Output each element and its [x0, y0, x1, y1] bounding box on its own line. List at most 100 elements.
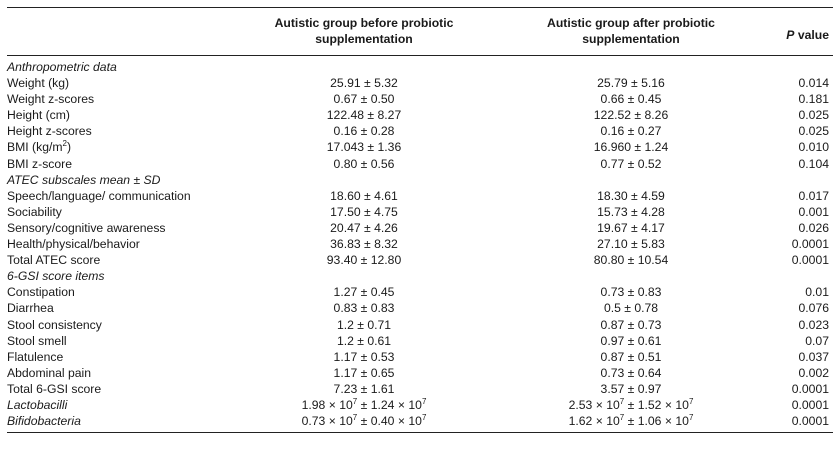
table-row: Height z-scores 0.16 ± 0.28 0.16 ± 0.27 … — [7, 123, 833, 139]
row-label: Sociability — [7, 204, 62, 219]
row-label: Diarrhea — [7, 301, 54, 316]
after-value: 18.30 ± 4.59 — [597, 188, 665, 203]
p-value: 0.017 — [798, 188, 830, 203]
p-value: 0.0001 — [791, 381, 829, 396]
row-label-bmi: BMI (kg/m2) — [7, 139, 231, 155]
table-row: Lactobacilli 1.98 × 107 ± 1.24 × 107 2.5… — [7, 397, 833, 413]
times-symbol: × — [397, 397, 405, 412]
p-value: 0.001 — [798, 204, 830, 219]
after-value: 0.97 ± 0.61 — [600, 333, 662, 348]
header-before: Autistic group before probiotic suppleme… — [231, 8, 497, 56]
table-row: Bifidobacteria 0.73 × 107 ± 0.40 × 107 1… — [7, 413, 833, 434]
row-label: Total ATEC score — [7, 253, 101, 268]
table-row: Abdominal pain 1.17 ± 0.65 0.73 ± 0.64 0… — [7, 365, 833, 381]
bmi-label-sup: 2 — [62, 139, 67, 149]
sci-exp: 7 — [352, 413, 358, 423]
row-label: Flatulence — [7, 349, 64, 364]
before-value: 1.2 ± 0.71 — [336, 317, 392, 332]
header-p-value: P value — [765, 8, 833, 56]
sci-sd: 1.52 — [637, 397, 662, 412]
section-row: 6-GSI score items — [7, 268, 833, 284]
after-value: 3.57 ± 0.97 — [600, 381, 662, 396]
times-symbol: × — [328, 397, 336, 412]
before-value: 0.16 ± 0.28 — [333, 124, 395, 139]
table-row: Total ATEC score 93.40 ± 12.80 80.80 ± 1… — [7, 252, 833, 268]
table-row: Flatulence 1.17 ± 0.53 0.87 ± 0.51 0.037 — [7, 349, 833, 365]
before-value: 1.17 ± 0.53 — [333, 349, 395, 364]
sci-base: 10 — [339, 397, 353, 412]
sci-base: 10 — [339, 414, 353, 429]
table-row: Speech/language/ communication 18.60 ± 4… — [7, 188, 833, 204]
table-row: Sociability 17.50 ± 4.75 15.73 ± 4.28 0.… — [7, 204, 833, 220]
before-value: 0.80 ± 0.56 — [333, 156, 395, 171]
before-value: 122.48 ± 8.27 — [326, 108, 402, 123]
sci-mean: 2.53 — [568, 397, 593, 412]
before-value: 20.47 ± 4.26 — [330, 220, 398, 235]
header-p-suffix: value — [794, 28, 829, 42]
sci-exp: 7 — [688, 396, 694, 406]
sci-base: 10 — [606, 397, 620, 412]
sci-base: 10 — [675, 414, 689, 429]
table-row: Health/physical/behavior 36.83 ± 8.32 27… — [7, 236, 833, 252]
row-label: Constipation — [7, 285, 75, 300]
p-value: 0.002 — [798, 365, 830, 380]
sci-base: 10 — [606, 414, 620, 429]
sci-base: 10 — [408, 397, 422, 412]
p-value: 0.025 — [798, 108, 830, 123]
pm-symbol: ± — [360, 397, 368, 412]
pm-symbol: ± — [627, 397, 635, 412]
row-label: BMI z-score — [7, 156, 73, 171]
table-row: Weight z-scores 0.67 ± 0.50 0.66 ± 0.45 … — [7, 91, 833, 107]
header-after: Autistic group after probiotic supplemen… — [497, 8, 765, 56]
p-value: 0.0001 — [791, 397, 829, 412]
p-value: 0.010 — [798, 140, 830, 155]
row-label: Stool smell — [7, 333, 67, 348]
before-value-sci: 1.98 × 107 ± 1.24 × 107 — [231, 397, 497, 413]
table-header: Autistic group before probiotic suppleme… — [7, 7, 833, 56]
pm-symbol: ± — [360, 414, 368, 429]
after-value-sci: 2.53 × 107 ± 1.52 × 107 — [497, 397, 765, 413]
after-value: 0.87 ± 0.51 — [600, 349, 662, 364]
after-value-sci: 1.62 × 107 ± 1.06 × 107 — [497, 413, 765, 434]
sci-exp: 7 — [352, 396, 358, 406]
after-value: 80.80 ± 10.54 — [593, 253, 669, 268]
table-row: Stool smell 1.2 ± 0.61 0.97 ± 0.61 0.07 — [7, 333, 833, 349]
sci-exp: 7 — [688, 413, 694, 423]
sci-sd: 1.24 — [370, 397, 395, 412]
table-row: Diarrhea 0.83 ± 0.83 0.5 ± 0.78 0.076 — [7, 300, 833, 316]
row-label: Abdominal pain — [7, 365, 92, 380]
header-blank — [7, 8, 231, 56]
times-symbol: × — [664, 414, 672, 429]
section-row: Anthropometric data — [7, 56, 833, 76]
row-label: Total 6-GSI score — [7, 381, 102, 396]
sci-base: 10 — [408, 414, 422, 429]
after-value: 27.10 ± 5.83 — [597, 237, 665, 252]
p-value: 0.076 — [798, 301, 830, 316]
row-label: Sensory/cognitive awareness — [7, 220, 166, 235]
before-value: 1.2 ± 0.61 — [336, 333, 392, 348]
row-label: Stool consistency — [7, 317, 102, 332]
sci-exp: 7 — [421, 396, 427, 406]
before-value: 7.23 ± 1.61 — [333, 381, 395, 396]
table-row: Sensory/cognitive awareness 20.47 ± 4.26… — [7, 220, 833, 236]
before-value: 25.91 ± 5.32 — [330, 76, 398, 91]
row-label: Weight (kg) — [7, 76, 70, 91]
sci-sd: 0.40 — [370, 414, 395, 429]
row-label: Height (cm) — [7, 108, 70, 123]
after-value: 0.87 ± 0.73 — [600, 317, 662, 332]
times-symbol: × — [328, 414, 336, 429]
results-table: Autistic group before probiotic suppleme… — [7, 7, 833, 434]
pm-symbol: ± — [627, 414, 635, 429]
p-value: 0.014 — [798, 76, 830, 91]
after-value: 0.16 ± 0.27 — [600, 124, 662, 139]
sci-sd: 1.06 — [637, 414, 662, 429]
p-value: 0.0001 — [791, 253, 829, 268]
p-value: 0.026 — [798, 220, 830, 235]
row-label: Bifidobacteria — [7, 413, 231, 434]
row-label: Health/physical/behavior — [7, 237, 140, 252]
after-value: 0.5 ± 0.78 — [603, 301, 659, 316]
after-value: 0.77 ± 0.52 — [600, 156, 662, 171]
table-row: BMI z-score 0.80 ± 0.56 0.77 ± 0.52 0.10… — [7, 156, 833, 172]
p-value: 0.181 — [798, 92, 830, 107]
section-gsi: 6-GSI score items — [7, 269, 105, 284]
